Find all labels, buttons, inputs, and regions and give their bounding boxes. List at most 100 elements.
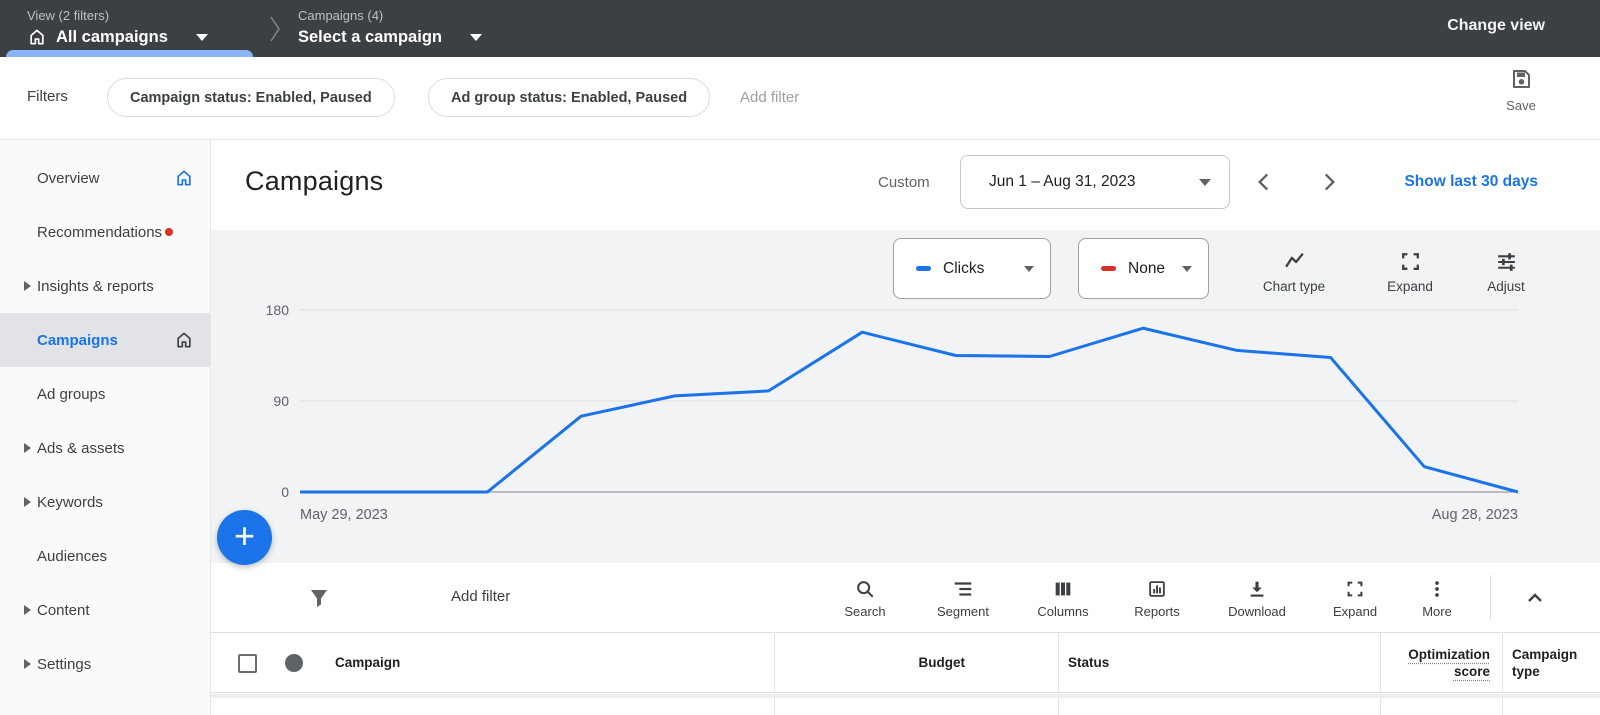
toolbar-divider xyxy=(1490,575,1491,620)
column-header-budget[interactable]: Budget xyxy=(774,633,1058,692)
table-header-row: Campaign Budget Status Optimization scor… xyxy=(211,632,1600,693)
search-button[interactable]: Search xyxy=(823,570,907,626)
column-header-status[interactable]: Status xyxy=(1068,633,1109,692)
sidebar-item-label: Ad groups xyxy=(37,386,105,403)
more-button[interactable]: More xyxy=(1395,570,1479,626)
chart-adjust-button[interactable]: Adjust xyxy=(1460,242,1552,300)
next-period-button[interactable] xyxy=(1316,169,1342,195)
svg-text:0: 0 xyxy=(281,484,289,500)
filter-chip-campaign-status[interactable]: Campaign status: Enabled, Paused xyxy=(107,78,395,117)
clicks-series-swatch xyxy=(916,266,931,271)
chevron-down-icon xyxy=(1199,179,1211,186)
new-campaign-fab[interactable]: + xyxy=(217,510,272,565)
plus-icon: + xyxy=(234,518,255,554)
save-icon xyxy=(1509,67,1533,91)
main-content: Campaigns Custom Jun 1 – Aug 31, 2023 Sh… xyxy=(211,140,1600,715)
chart-type-icon xyxy=(1282,249,1307,274)
table-add-filter-button[interactable]: Add filter xyxy=(451,588,510,605)
change-view-button[interactable]: Change view xyxy=(1447,17,1545,35)
chart-expand-button[interactable]: Expand xyxy=(1364,242,1456,300)
sidebar-item-label: Keywords xyxy=(37,494,103,511)
columns-button[interactable]: Columns xyxy=(1021,570,1105,626)
page-header: Campaigns Custom Jun 1 – Aug 31, 2023 Sh… xyxy=(211,140,1600,230)
adjust-sliders-icon xyxy=(1494,249,1519,274)
active-tab-indicator xyxy=(6,50,253,57)
campaign-selector-dropdown[interactable]: Campaigns (4) Select a campaign xyxy=(298,7,482,48)
chevron-right-icon xyxy=(24,659,31,669)
previous-period-button[interactable] xyxy=(1251,169,1277,195)
date-range-picker[interactable]: Jun 1 – Aug 31, 2023 xyxy=(960,155,1230,209)
chevron-down-icon xyxy=(1024,266,1034,272)
chevron-down-icon xyxy=(1182,266,1192,272)
top-navigation-bar: View (2 filters) All campaigns Campaigns… xyxy=(0,0,1600,57)
campaigns-table-panel: Add filter Search Segment Columns xyxy=(211,563,1600,715)
sidebar-item-ad-groups[interactable]: Ad groups xyxy=(0,367,210,421)
segment-icon xyxy=(952,578,974,600)
chevron-right-icon xyxy=(24,443,31,453)
columns-icon xyxy=(1052,578,1074,600)
sidebar-item-settings[interactable]: Settings xyxy=(0,637,210,691)
campaign-selector-label: Campaigns (4) xyxy=(298,7,482,24)
svg-text:90: 90 xyxy=(273,393,289,409)
reports-icon xyxy=(1146,578,1168,600)
column-header-optimization-score[interactable]: Optimization score xyxy=(1380,646,1490,680)
add-filter-button[interactable]: Add filter xyxy=(740,89,799,106)
sidebar-item-label: Ads & assets xyxy=(37,440,125,457)
table-row xyxy=(211,698,1600,715)
sidebar-item-overview[interactable]: Overview xyxy=(0,151,210,205)
select-all-checkbox[interactable] xyxy=(238,654,257,673)
sidebar-item-ads-assets[interactable]: Ads & assets xyxy=(0,421,210,475)
segment-button[interactable]: Segment xyxy=(921,570,1005,626)
collapse-chart-button[interactable] xyxy=(1523,586,1547,610)
column-header-campaign-type[interactable]: Campaign type xyxy=(1512,646,1596,680)
filter-chip-ad-group-status[interactable]: Ad group status: Enabled, Paused xyxy=(428,78,710,117)
svg-text:Aug 28, 2023: Aug 28, 2023 xyxy=(1432,507,1518,523)
expand-icon xyxy=(1344,578,1366,600)
chart-type-button[interactable]: Chart type xyxy=(1248,242,1340,300)
sidebar-navigation: Overview Recommendations Insights & repo… xyxy=(0,140,211,715)
sidebar-item-recommendations[interactable]: Recommendations xyxy=(0,205,210,259)
sidebar-item-content[interactable]: Content xyxy=(0,583,210,637)
metric-selector-none[interactable]: None xyxy=(1078,238,1209,299)
reports-button[interactable]: Reports xyxy=(1115,570,1199,626)
download-icon xyxy=(1246,578,1268,600)
sidebar-item-insights-reports[interactable]: Insights & reports xyxy=(0,259,210,313)
campaign-selector-value: Select a campaign xyxy=(298,26,442,48)
metric-selector-clicks[interactable]: Clicks xyxy=(893,238,1051,299)
expand-icon xyxy=(1398,249,1423,274)
search-icon xyxy=(854,578,876,600)
svg-text:180: 180 xyxy=(266,302,290,318)
second-series-swatch xyxy=(1101,266,1116,271)
view-switcher-label: View (2 filters) xyxy=(27,7,208,24)
filter-funnel-icon[interactable] xyxy=(307,586,331,610)
breadcrumb-separator-icon xyxy=(266,13,284,45)
column-divider xyxy=(774,633,775,692)
sidebar-item-audiences[interactable]: Audiences xyxy=(0,529,210,583)
sidebar-item-campaigns[interactable]: Campaigns xyxy=(0,313,210,367)
table-toolbar: Add filter Search Segment Columns xyxy=(211,563,1600,632)
filters-label: Filters xyxy=(27,88,68,105)
home-icon xyxy=(174,330,194,350)
column-divider xyxy=(1502,633,1503,692)
more-vertical-icon xyxy=(1426,578,1448,600)
table-expand-button[interactable]: Expand xyxy=(1313,570,1397,626)
download-button[interactable]: Download xyxy=(1215,570,1299,626)
home-icon xyxy=(27,27,47,47)
notification-dot xyxy=(165,228,173,236)
metric-1-value: Clicks xyxy=(943,260,984,278)
home-icon xyxy=(174,168,194,188)
sidebar-item-label: Insights & reports xyxy=(37,278,154,295)
sidebar-item-label: Overview xyxy=(37,170,100,187)
status-circle-icon[interactable] xyxy=(285,654,303,672)
sidebar-item-label: Recommendations xyxy=(37,224,162,241)
svg-text:May 29, 2023: May 29, 2023 xyxy=(300,507,388,523)
chevron-right-icon xyxy=(24,605,31,615)
show-last-30-days-link[interactable]: Show last 30 days xyxy=(1404,173,1538,191)
sidebar-item-keywords[interactable]: Keywords xyxy=(0,475,210,529)
save-button[interactable]: Save xyxy=(1494,67,1548,113)
view-switcher-dropdown[interactable]: View (2 filters) All campaigns xyxy=(27,7,208,48)
save-label: Save xyxy=(1494,98,1548,113)
column-divider xyxy=(1058,633,1059,692)
column-header-campaign[interactable]: Campaign xyxy=(335,633,400,692)
sidebar-item-label: Content xyxy=(37,602,90,619)
